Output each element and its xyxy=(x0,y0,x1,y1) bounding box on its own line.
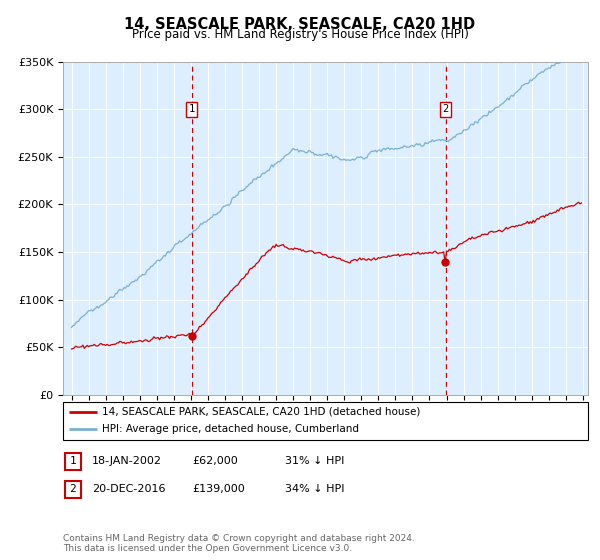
Text: HPI: Average price, detached house, Cumberland: HPI: Average price, detached house, Cumb… xyxy=(103,424,359,435)
Text: £139,000: £139,000 xyxy=(192,484,245,494)
FancyBboxPatch shape xyxy=(63,402,588,440)
Text: 2: 2 xyxy=(69,484,76,494)
Text: 14, SEASCALE PARK, SEASCALE, CA20 1HD (detached house): 14, SEASCALE PARK, SEASCALE, CA20 1HD (d… xyxy=(103,407,421,417)
Bar xyxy=(65,453,80,470)
Text: 31% ↓ HPI: 31% ↓ HPI xyxy=(285,456,344,466)
Text: £62,000: £62,000 xyxy=(192,456,238,466)
Text: 18-JAN-2002: 18-JAN-2002 xyxy=(92,456,162,466)
Bar xyxy=(65,481,80,498)
Text: 2: 2 xyxy=(443,104,449,114)
Text: 34% ↓ HPI: 34% ↓ HPI xyxy=(285,484,344,494)
Text: 14, SEASCALE PARK, SEASCALE, CA20 1HD: 14, SEASCALE PARK, SEASCALE, CA20 1HD xyxy=(124,17,476,32)
Text: 20-DEC-2016: 20-DEC-2016 xyxy=(92,484,166,494)
Text: 1: 1 xyxy=(188,104,195,114)
Text: Contains HM Land Registry data © Crown copyright and database right 2024.
This d: Contains HM Land Registry data © Crown c… xyxy=(63,534,415,553)
Text: Price paid vs. HM Land Registry's House Price Index (HPI): Price paid vs. HM Land Registry's House … xyxy=(131,28,469,41)
Text: 1: 1 xyxy=(69,456,76,466)
